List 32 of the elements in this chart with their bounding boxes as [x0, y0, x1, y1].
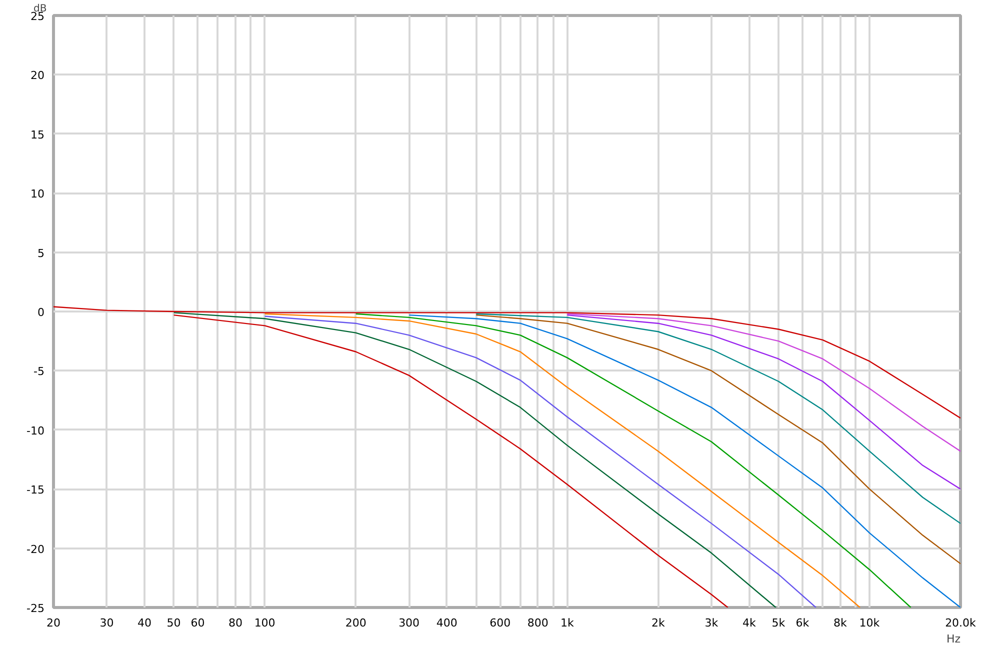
x-tick-label: 1k	[560, 616, 574, 630]
x-tick-label: 200	[345, 616, 366, 630]
y-tick-label: -10	[26, 424, 44, 438]
x-tick-label: 20.0k	[945, 616, 977, 630]
x-tick-label: 50	[166, 616, 181, 630]
y-tick-label: 10	[30, 188, 45, 201]
y-tick-label: -25	[26, 602, 44, 615]
x-tick-label: 3k	[704, 616, 719, 630]
x-tick-label: 4k	[742, 616, 756, 630]
x-tick-label: 2k	[651, 616, 666, 630]
x-tick-label: 5k	[772, 616, 786, 630]
y-tick-label: 5	[38, 246, 44, 260]
y-tick-label: 20	[30, 69, 45, 82]
x-tick-label: 20	[46, 616, 60, 630]
x-axis-title: Hz	[946, 632, 961, 646]
x-tick-label: 100	[254, 616, 276, 630]
x-tick-label: 6k	[796, 616, 810, 630]
y-tick-label: -15	[26, 484, 44, 497]
x-tick-label: 800	[527, 616, 548, 630]
y-tick-label: 0	[38, 306, 44, 319]
x-tick-label: 8k	[834, 616, 848, 630]
x-tick-label: 600	[490, 616, 511, 630]
x-tick-label: 80	[228, 616, 243, 630]
x-tick-label: 60	[190, 616, 205, 630]
y-tick-label: 15	[30, 128, 45, 142]
x-tick-label: 400	[436, 616, 458, 630]
x-tick-label: 300	[398, 616, 420, 630]
y-tick-label: -5	[34, 365, 44, 378]
x-tick-label: 40	[138, 616, 152, 630]
x-tick-label: 10k	[859, 616, 880, 630]
x-tick-label: 30	[100, 616, 114, 630]
y-tick-label: -20	[26, 542, 44, 556]
